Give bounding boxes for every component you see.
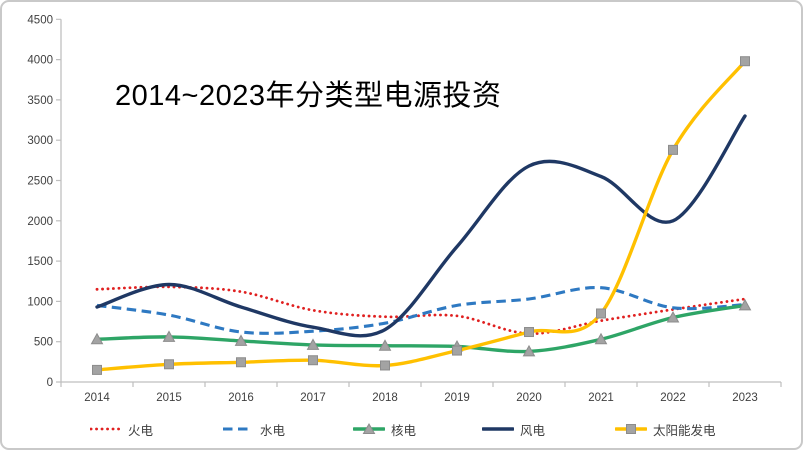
y-tick-label: 2500 (27, 176, 53, 188)
series-line-nuclear (95, 303, 747, 354)
y-tick-label: 4500 (27, 14, 53, 26)
x-tick-label: 2018 (372, 392, 398, 404)
series-marker-nuclear (234, 334, 248, 346)
y-tick-label: 3500 (27, 95, 53, 107)
x-tick-label: 2017 (300, 392, 326, 404)
series-marker-solar (236, 357, 246, 368)
series-marker-nuclear (90, 332, 104, 345)
series-marker-solar (164, 359, 174, 370)
legend-sample-hydro-icon (223, 427, 253, 431)
x-tick-label: 2020 (516, 392, 542, 404)
y-tick-label: 500 (34, 337, 53, 349)
legend-label-solar: 太阳能发电 (653, 423, 716, 438)
legend-sample-thermal-icon (90, 427, 122, 431)
series-marker-nuclear (522, 344, 536, 357)
y-tick-label: 1500 (27, 256, 53, 268)
series-marker-solar (452, 345, 462, 356)
series-marker-solar (596, 308, 606, 319)
legend-sample-wind-icon (482, 427, 514, 431)
x-tick-label: 2014 (84, 392, 110, 404)
legend-sample-nuclear-icon (353, 423, 385, 434)
series-marker-nuclear (378, 339, 392, 351)
line-chart-canvas: 0 500 1000 1500 2000 2500 3000 3500 4000 4500 2014… (27, 14, 782, 404)
series-marker-nuclear (306, 338, 320, 350)
series-marker-solar (308, 355, 318, 366)
y-tick-label: 1000 (27, 296, 53, 308)
x-tick-label: 2022 (660, 392, 686, 404)
y-tick-label: 2000 (27, 216, 53, 228)
y-tick-label: 3000 (27, 135, 53, 147)
x-tick-label: 2015 (156, 392, 182, 404)
legend-label-wind: 风电 (520, 423, 546, 438)
series-marker-nuclear (666, 310, 680, 323)
series-marker-solar (668, 144, 678, 155)
legend-label-thermal: 火电 (128, 423, 154, 438)
legend-item-solar: 太阳能发电 (615, 418, 716, 440)
legend-item-wind: 风电 (482, 418, 545, 440)
series-marker-solar (740, 56, 750, 67)
legend-sample-solar-icon (615, 424, 647, 434)
series-marker-nuclear (594, 332, 608, 345)
series-marker-solar (524, 327, 534, 338)
x-tick-label: 2021 (588, 392, 614, 404)
series-line-hydro (96, 286, 746, 335)
legend-label-nuclear: 核电 (391, 423, 417, 438)
chart-legend: 火电 水电 核电 风电 太阳能发电 (2, 418, 801, 442)
legend-item-hydro: 水电 (222, 418, 285, 440)
series-marker-solar (92, 364, 102, 375)
legend-item-thermal: 火电 (90, 418, 153, 440)
y-tick-label: 0 (47, 377, 53, 389)
x-tick-label: 2019 (444, 392, 470, 404)
x-tick-label: 2016 (228, 392, 254, 404)
chart-title: 2014~2023年分类型电源投资 (115, 80, 502, 112)
x-tick-label: 2023 (732, 392, 758, 404)
series-marker-nuclear (162, 330, 176, 342)
legend-item-nuclear: 核电 (353, 418, 416, 440)
series-marker-solar (380, 360, 390, 371)
legend-label-hydro: 水电 (260, 423, 286, 438)
series-line-wind (95, 114, 747, 338)
series-marker-nuclear (738, 298, 752, 311)
y-tick-label: 4000 (27, 55, 53, 67)
